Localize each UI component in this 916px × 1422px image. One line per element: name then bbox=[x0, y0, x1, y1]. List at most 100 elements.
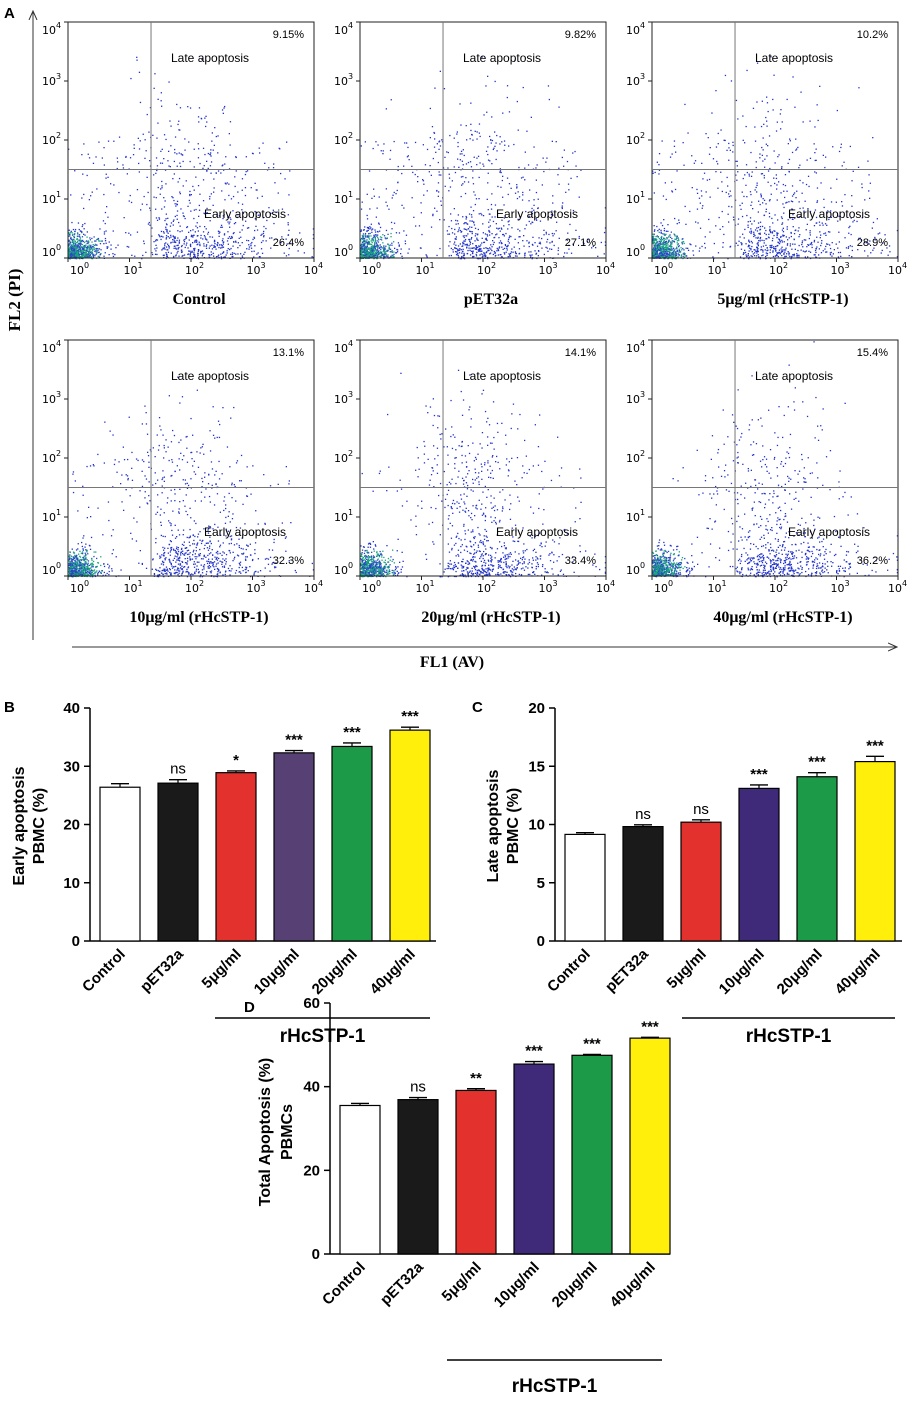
data-point bbox=[477, 239, 479, 241]
data-point bbox=[372, 249, 374, 252]
data-point bbox=[248, 244, 250, 246]
data-point bbox=[665, 240, 668, 242]
data-point bbox=[503, 252, 505, 254]
data-point bbox=[361, 255, 363, 257]
data-point bbox=[92, 573, 95, 575]
data-point bbox=[240, 454, 243, 457]
data-point bbox=[861, 183, 863, 185]
data-point bbox=[361, 253, 363, 255]
data-point bbox=[369, 228, 371, 230]
data-point bbox=[372, 240, 375, 242]
data-point bbox=[369, 249, 371, 251]
data-point bbox=[769, 226, 771, 228]
data-point bbox=[408, 159, 410, 161]
data-point bbox=[178, 152, 180, 154]
data-point bbox=[475, 253, 477, 256]
data-point bbox=[208, 525, 210, 527]
data-point bbox=[182, 254, 184, 257]
data-point bbox=[603, 253, 605, 255]
data-point bbox=[743, 195, 745, 198]
data-point bbox=[757, 237, 759, 239]
data-point bbox=[500, 186, 502, 188]
data-point bbox=[665, 247, 667, 249]
data-point bbox=[663, 252, 665, 254]
data-point bbox=[223, 233, 226, 235]
data-point bbox=[562, 202, 564, 204]
data-point bbox=[371, 231, 373, 233]
data-point bbox=[209, 153, 211, 155]
data-point bbox=[250, 243, 252, 245]
data-point bbox=[75, 244, 77, 246]
data-point bbox=[366, 235, 369, 237]
data-point bbox=[222, 238, 224, 240]
data-point bbox=[851, 256, 853, 258]
data-point bbox=[478, 248, 481, 251]
data-point bbox=[149, 160, 151, 162]
data-point bbox=[474, 203, 476, 206]
data-point bbox=[393, 140, 395, 143]
data-point bbox=[73, 235, 75, 237]
data-point bbox=[120, 569, 122, 571]
data-point bbox=[287, 224, 289, 226]
data-point bbox=[362, 241, 364, 243]
data-point bbox=[721, 210, 723, 213]
data-point bbox=[769, 229, 771, 232]
data-point bbox=[661, 253, 663, 255]
data-point bbox=[454, 247, 456, 249]
data-point bbox=[531, 258, 533, 260]
data-point bbox=[68, 254, 70, 256]
data-point bbox=[777, 255, 779, 258]
data-point bbox=[653, 245, 655, 247]
data-point bbox=[546, 157, 548, 159]
data-point bbox=[543, 253, 545, 256]
data-point bbox=[385, 108, 387, 110]
data-point bbox=[168, 245, 170, 248]
data-point bbox=[466, 235, 468, 237]
data-point bbox=[676, 170, 678, 172]
data-point bbox=[193, 249, 196, 251]
data-point bbox=[237, 214, 239, 216]
data-point bbox=[798, 201, 800, 203]
data-point bbox=[160, 238, 162, 241]
data-point bbox=[470, 166, 473, 168]
data-point bbox=[361, 249, 363, 251]
data-point bbox=[791, 151, 794, 154]
data-point bbox=[754, 126, 756, 128]
data-point bbox=[171, 565, 173, 567]
data-point bbox=[360, 249, 362, 251]
data-point bbox=[214, 568, 216, 570]
data-point bbox=[75, 254, 77, 257]
data-point bbox=[750, 249, 752, 251]
data-point bbox=[501, 141, 503, 143]
data-point bbox=[82, 240, 85, 243]
data-point bbox=[667, 257, 669, 260]
data-point bbox=[775, 177, 778, 180]
data-point bbox=[762, 251, 764, 253]
data-point bbox=[388, 246, 390, 248]
data-point bbox=[397, 182, 399, 184]
data-point bbox=[122, 167, 125, 169]
data-point bbox=[813, 254, 815, 256]
data-point bbox=[74, 252, 76, 254]
data-point bbox=[123, 509, 125, 511]
data-point bbox=[664, 182, 666, 184]
data-point bbox=[827, 210, 829, 212]
data-point bbox=[655, 250, 657, 252]
data-point bbox=[88, 256, 90, 258]
data-point bbox=[195, 239, 197, 241]
data-point bbox=[393, 253, 395, 256]
data-point bbox=[71, 246, 73, 248]
data-point bbox=[886, 247, 888, 249]
data-point bbox=[673, 249, 676, 251]
data-point bbox=[418, 225, 421, 227]
data-point bbox=[806, 159, 808, 161]
data-point bbox=[192, 543, 194, 545]
data-point bbox=[551, 240, 553, 243]
data-point bbox=[377, 144, 379, 146]
data-point bbox=[201, 576, 203, 578]
data-point bbox=[215, 248, 217, 250]
data-point bbox=[90, 251, 92, 253]
data-point bbox=[750, 230, 752, 232]
data-point bbox=[79, 236, 81, 238]
data-point bbox=[720, 171, 722, 173]
